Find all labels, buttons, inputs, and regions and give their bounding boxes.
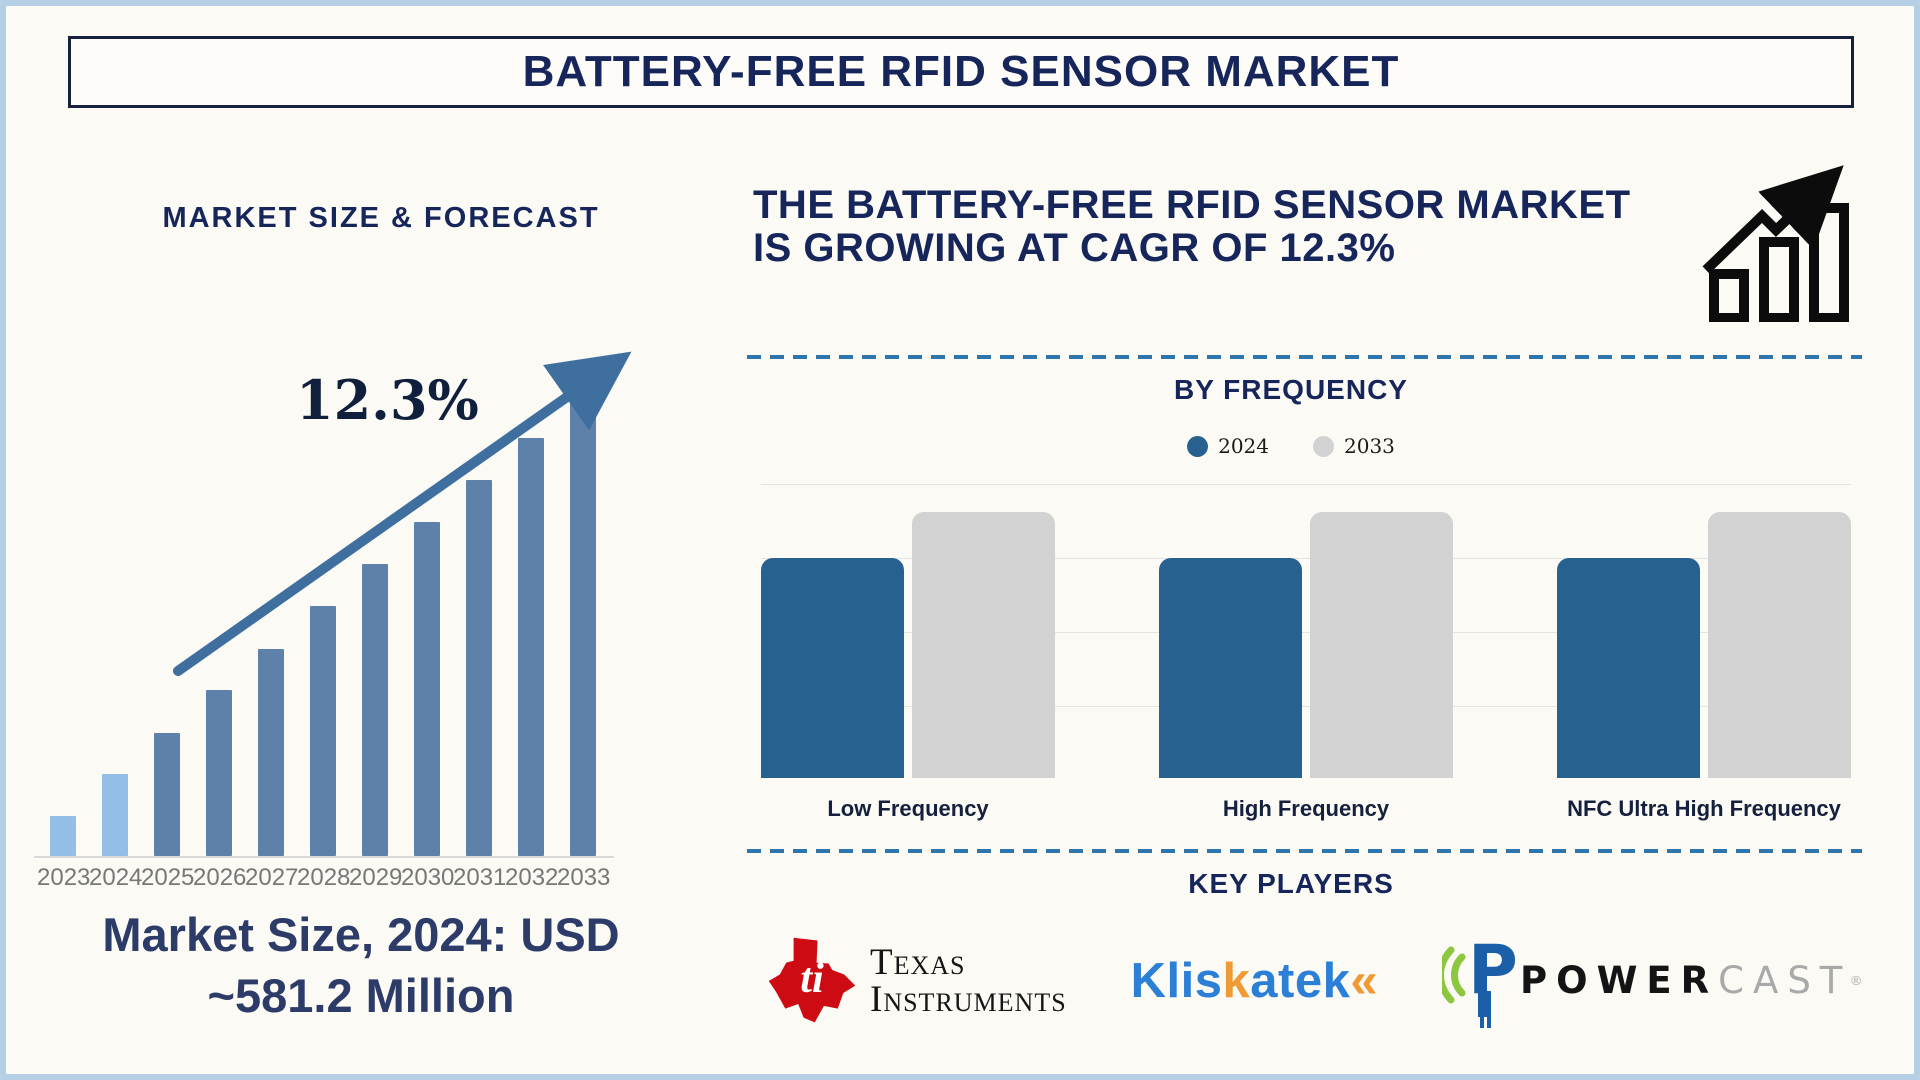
kliskatek-logo: Kliskatek« — [1131, 953, 1378, 1009]
legend-dot-2033 — [1313, 435, 1334, 457]
dashed-divider-bottom — [747, 849, 1862, 853]
title-box: BATTERY-FREE RFID SENSOR MARKET — [68, 36, 1854, 108]
frequency-chart-bars — [761, 484, 1851, 778]
kliskatek-chevrons-icon: « — [1350, 953, 1379, 1008]
gridline — [761, 632, 1851, 633]
legend-label-2033: 2033 — [1344, 434, 1395, 458]
powercast-logo: P POWER CAST ® — [1442, 929, 1861, 1033]
frequency-category-label: High Frequency — [1222, 796, 1390, 821]
year-label-2031: 2031 — [453, 864, 507, 891]
frequency-bar-2033 — [1310, 511, 1453, 778]
market-size-bar-column — [297, 396, 349, 856]
market-size-bar-2027 — [258, 649, 284, 856]
gridline — [761, 484, 1851, 485]
frequency-group — [1159, 511, 1453, 778]
market-size-bar-column — [349, 396, 401, 856]
market-size-bar-2031 — [466, 480, 492, 856]
kliskatek-word-part3: atek — [1250, 953, 1351, 1008]
market-size-bar-2028 — [310, 606, 336, 856]
ti-word-texas: Texas — [870, 941, 966, 983]
powercast-word-cast: CAST — [1718, 959, 1852, 1002]
market-size-bar-2026 — [206, 689, 232, 856]
market-size-bar-column — [453, 396, 505, 856]
market-size-caption-line1: Market Size, 2024: USD — [102, 908, 620, 961]
powercast-p: P — [1468, 931, 1518, 1010]
market-size-bar-column — [505, 396, 557, 856]
powercast-registered-mark: ® — [1851, 973, 1861, 988]
gridline — [761, 558, 1851, 559]
frequency-category-label: Low Frequency — [827, 796, 989, 821]
frequency-bar-2033 — [1708, 511, 1851, 778]
market-size-caption: Market Size, 2024: USD ~581.2 Million — [41, 904, 681, 1026]
market-size-caption-line2: ~581.2 Million — [207, 969, 515, 1023]
market-size-chart-bars — [37, 396, 609, 856]
growth-statement-line1: THE BATTERY-FREE RFID SENSOR MARKET — [753, 183, 1631, 227]
frequency-bar-2024 — [761, 558, 904, 778]
frequency-group — [1557, 511, 1851, 778]
market-size-bar-2024 — [102, 774, 128, 856]
market-size-chart-baseline — [34, 856, 614, 858]
market-size-bar-2029 — [362, 563, 388, 856]
year-label-2030: 2030 — [401, 864, 455, 891]
texas-instruments-logo: ti Texas Instruments — [766, 935, 1067, 1027]
kliskatek-word-part2: k — [1222, 953, 1251, 1008]
market-size-bar-2030 — [414, 522, 440, 856]
ti-monogram: ti — [800, 955, 824, 1002]
gridline — [761, 706, 1851, 707]
page-title: BATTERY-FREE RFID SENSOR MARKET — [522, 47, 1400, 96]
growth-chart-icon — [1702, 165, 1849, 322]
kliskatek-word-part1: Klis — [1130, 953, 1223, 1008]
key-players-row: ti Texas Instruments Kliskatek« P POWER C… — [766, 918, 1861, 1043]
frequency-category-label: NFC Ultra High Frequency — [1567, 796, 1841, 821]
market-size-bar-column — [141, 396, 193, 856]
year-label-2032: 2032 — [505, 864, 559, 891]
market-size-bar-2032 — [518, 437, 544, 856]
powercast-plug-icon: P — [1442, 931, 1518, 1028]
ti-word-instruments: Instruments — [870, 978, 1067, 1020]
key-players-heading: KEY PLAYERS — [1188, 868, 1394, 899]
market-size-bar-column — [401, 396, 453, 856]
year-label-2028: 2028 — [297, 864, 351, 891]
legend-label-2024: 2024 — [1218, 434, 1269, 458]
market-size-chart-year-labels: 2023 2024 2025 2026 2027 2028 2029 2030 2031 2032… — [37, 864, 611, 892]
growth-statement-heading: THE BATTERY-FREE RFID SENSOR MARKET IS G… — [753, 183, 1713, 271]
legend-dot-2024 — [1187, 435, 1209, 457]
powercast-word-power: POWER — [1520, 959, 1719, 1002]
market-size-bar-column — [557, 396, 609, 856]
year-label-2029: 2029 — [349, 864, 403, 891]
year-label-2026: 2026 — [193, 864, 247, 891]
market-size-bar-2023 — [50, 815, 76, 856]
market-size-bar-2025 — [154, 733, 180, 856]
market-size-bar-column — [37, 396, 89, 856]
frequency-chart-category-labels: Low Frequency High Frequency NFC Ultra Hig… — [761, 796, 1851, 822]
market-size-bar-column — [193, 396, 245, 856]
frequency-bar-2024 — [1557, 558, 1700, 778]
cagr-value-label: 12.3% — [296, 368, 479, 432]
legend-item-2033: 2033 — [1313, 434, 1395, 458]
frequency-bar-2024 — [1159, 558, 1302, 778]
texas-instruments-map-icon: ti — [768, 937, 856, 1022]
frequency-chart-legend: 2024 2033 — [1041, 434, 1541, 458]
market-size-bar-column — [245, 396, 297, 856]
market-size-bar-column — [89, 396, 141, 856]
legend-item-2024: 2024 — [1187, 434, 1269, 458]
year-label-2033: 2033 — [557, 864, 611, 891]
growth-statement-line2: IS GROWING AT CAGR OF 12.3% — [753, 226, 1396, 271]
market-size-bar-2033 — [570, 396, 596, 856]
year-label-2025: 2025 — [141, 864, 195, 891]
frequency-group — [761, 511, 1055, 778]
year-label-2027: 2027 — [245, 864, 299, 891]
by-frequency-heading: BY FREQUENCY — [1174, 374, 1408, 405]
frequency-bar-2033 — [912, 511, 1055, 778]
dashed-divider-top — [747, 355, 1862, 359]
texas-instruments-wordmark: Texas Instruments — [870, 944, 1067, 1018]
market-size-heading: MARKET SIZE & FORECAST — [162, 202, 600, 234]
frequency-chart — [761, 484, 1851, 778]
year-label-2023: 2023 — [37, 864, 91, 891]
year-label-2024: 2024 — [89, 864, 143, 891]
cagr-trend-arrow-icon — [173, 351, 632, 676]
